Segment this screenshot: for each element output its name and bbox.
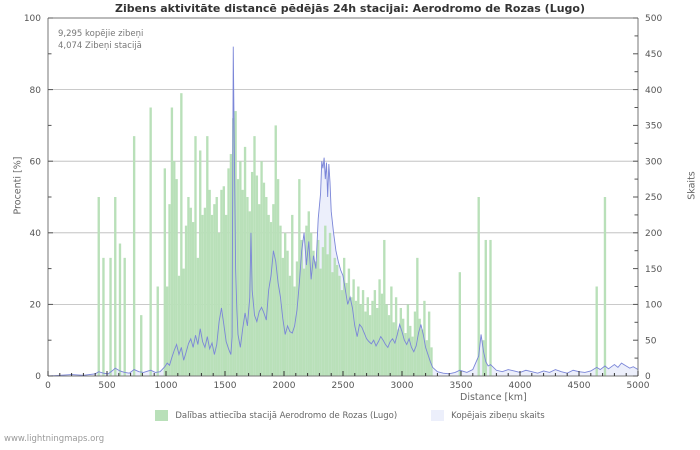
legend-swatch-ratio — [155, 410, 169, 421]
svg-text:0: 0 — [35, 372, 41, 382]
chart-annotation: 9,295 kopējie zibeņi 4,074 Zibeņi stacij… — [58, 28, 143, 52]
svg-text:50: 50 — [645, 336, 657, 346]
svg-text:4000: 4000 — [509, 381, 532, 391]
page-title: Zibens aktivitāte distancē pēdējās 24h s… — [114, 2, 586, 15]
svg-text:1000: 1000 — [155, 381, 178, 391]
y2-axis-label: Skaits — [686, 171, 698, 200]
legend-item-ratio: Dalības attiecība stacijā Aerodromo de R… — [155, 410, 397, 421]
svg-text:3500: 3500 — [450, 381, 473, 391]
svg-text:250: 250 — [645, 193, 662, 203]
svg-text:300: 300 — [645, 157, 662, 167]
svg-text:3000: 3000 — [391, 381, 414, 391]
svg-text:400: 400 — [645, 86, 662, 96]
svg-text:2000: 2000 — [273, 381, 296, 391]
legend-swatch-count — [431, 410, 445, 421]
axis-ticks: 0204060801000501001502002503003504004505… — [24, 14, 663, 391]
count-line — [47, 46, 639, 377]
legend-item-count: Kopējais zibeņu skaits — [431, 410, 545, 421]
svg-text:0: 0 — [645, 372, 651, 382]
svg-text:1500: 1500 — [214, 381, 237, 391]
svg-text:2500: 2500 — [332, 381, 355, 391]
svg-text:4500: 4500 — [568, 381, 591, 391]
svg-text:80: 80 — [30, 86, 42, 96]
chart-legend: Dalības attiecība stacijā Aerodromo de R… — [0, 410, 700, 421]
svg-text:500: 500 — [645, 14, 662, 24]
svg-text:20: 20 — [30, 301, 42, 311]
svg-text:100: 100 — [645, 301, 662, 311]
legend-label-ratio: Dalības attiecība stacijā Aerodromo de R… — [175, 410, 398, 421]
svg-text:150: 150 — [645, 265, 662, 275]
site-url: www.lightningmaps.org — [4, 434, 105, 444]
ratio-bars — [97, 93, 607, 377]
svg-text:100: 100 — [24, 14, 41, 24]
svg-text:0: 0 — [45, 381, 51, 391]
svg-text:5000: 5000 — [627, 381, 650, 391]
svg-text:450: 450 — [645, 50, 662, 60]
svg-text:200: 200 — [645, 229, 662, 239]
svg-text:500: 500 — [98, 381, 115, 391]
legend-label-count: Kopējais zibeņu skaits — [451, 410, 545, 421]
svg-text:350: 350 — [645, 122, 662, 132]
svg-text:40: 40 — [30, 229, 42, 239]
y-axis-label: Procenti [%] — [12, 156, 24, 215]
total-strokes-text: 9,295 kopējie zibeņi — [58, 29, 144, 39]
station-strokes-text: 4,074 Zibeņi stacijā — [58, 41, 142, 51]
svg-text:60: 60 — [30, 157, 42, 167]
x-axis-label: Distance [km] — [460, 392, 527, 403]
